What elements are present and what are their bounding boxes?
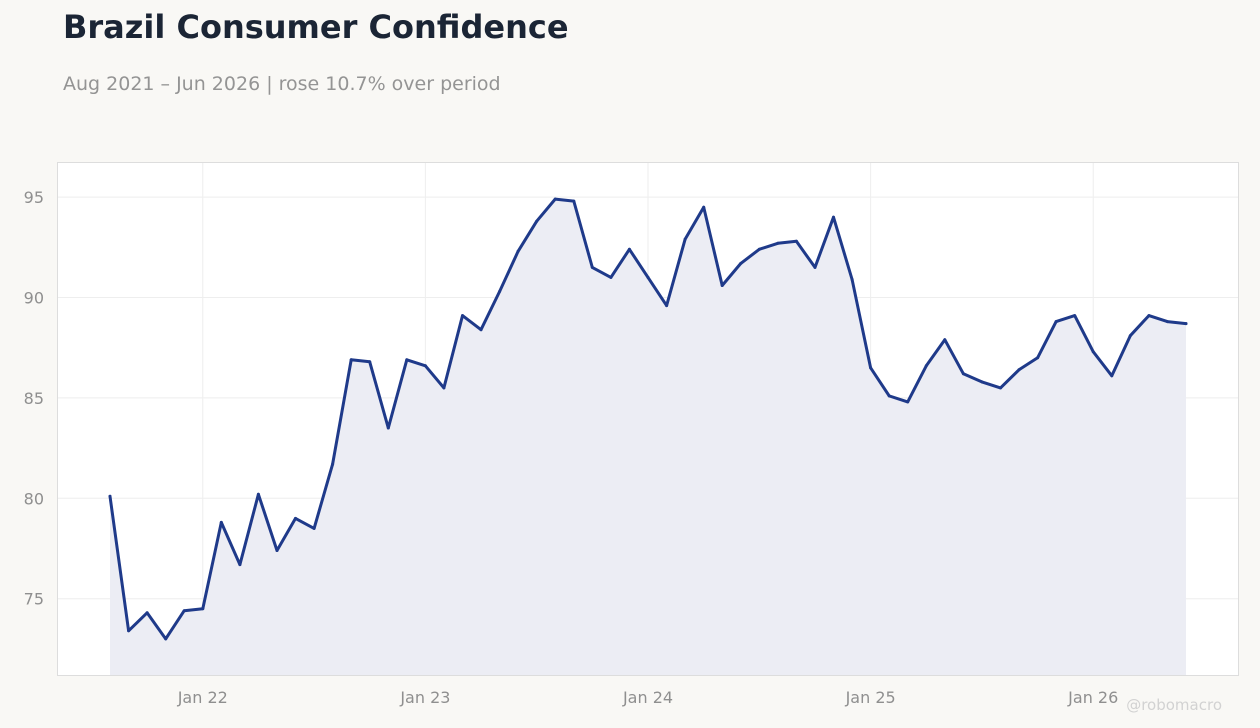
data-point bbox=[331, 462, 335, 466]
data-point bbox=[294, 516, 297, 520]
y-tick-label: 75 bbox=[24, 590, 44, 609]
y-axis: 75 80 85 90 95 bbox=[24, 188, 44, 609]
data-point bbox=[275, 549, 279, 552]
data-point bbox=[999, 386, 1002, 390]
data-point bbox=[776, 241, 780, 245]
data-point bbox=[702, 205, 706, 209]
data-point bbox=[832, 215, 835, 219]
data-point bbox=[1165, 320, 1169, 324]
data-point bbox=[553, 197, 557, 201]
data-point bbox=[739, 261, 743, 265]
y-tick-label: 80 bbox=[24, 489, 44, 508]
data-point bbox=[924, 364, 928, 368]
data-point bbox=[442, 386, 446, 390]
y-tick-label: 95 bbox=[24, 188, 44, 207]
data-point bbox=[683, 237, 687, 241]
data-point bbox=[219, 520, 223, 524]
data-point bbox=[201, 607, 205, 611]
data-point bbox=[646, 275, 650, 279]
data-point bbox=[572, 199, 576, 203]
x-tick-label: Jan 25 bbox=[845, 688, 896, 707]
data-point bbox=[627, 247, 631, 251]
data-point bbox=[386, 426, 390, 430]
data-point bbox=[813, 265, 817, 269]
data-point bbox=[1184, 322, 1188, 326]
data-point bbox=[943, 338, 947, 342]
data-point bbox=[405, 358, 409, 362]
data-points bbox=[108, 197, 1188, 641]
area-fill bbox=[110, 199, 1186, 675]
data-point bbox=[349, 358, 353, 362]
data-point bbox=[887, 394, 891, 398]
x-tick-label: Jan 22 bbox=[177, 688, 228, 707]
data-point bbox=[127, 629, 131, 633]
data-point bbox=[869, 366, 873, 370]
y-tick-label: 90 bbox=[24, 289, 44, 308]
data-point bbox=[238, 563, 242, 567]
data-point bbox=[423, 364, 427, 368]
data-point bbox=[906, 400, 910, 404]
data-point bbox=[108, 494, 112, 498]
data-point bbox=[368, 360, 372, 364]
data-point bbox=[145, 611, 149, 615]
data-point bbox=[256, 492, 260, 496]
data-point bbox=[590, 265, 594, 269]
data-point bbox=[479, 328, 483, 332]
data-point bbox=[1147, 314, 1151, 318]
data-point bbox=[461, 314, 464, 318]
data-point bbox=[1091, 350, 1095, 354]
data-point bbox=[516, 249, 520, 253]
data-point bbox=[1054, 320, 1058, 324]
x-tick-label: Jan 23 bbox=[399, 688, 450, 707]
data-point bbox=[757, 247, 761, 251]
data-point bbox=[535, 219, 539, 223]
data-point bbox=[980, 380, 984, 384]
x-axis: Jan 22 Jan 23 Jan 24 Jan 25 Jan 26 bbox=[177, 688, 1119, 707]
data-point bbox=[1128, 334, 1132, 338]
chart-subtitle: Aug 2021 – Jun 2026 | rose 10.7% over pe… bbox=[63, 73, 501, 95]
data-point bbox=[665, 304, 669, 308]
data-point bbox=[312, 526, 316, 530]
data-point bbox=[850, 278, 854, 281]
data-point bbox=[794, 239, 798, 243]
data-point bbox=[1110, 374, 1114, 378]
watermark: @robomacro bbox=[1126, 696, 1222, 714]
data-point bbox=[1036, 356, 1040, 360]
data-point bbox=[1073, 314, 1077, 318]
data-point bbox=[182, 609, 186, 613]
data-point bbox=[1017, 368, 1021, 372]
data-point bbox=[498, 290, 502, 293]
y-tick-label: 85 bbox=[24, 389, 44, 408]
chart-title: Brazil Consumer Confidence bbox=[63, 8, 569, 46]
x-tick-label: Jan 24 bbox=[622, 688, 673, 707]
data-point bbox=[164, 637, 168, 641]
data-point bbox=[720, 284, 724, 287]
data-point bbox=[961, 372, 965, 376]
data-point bbox=[609, 275, 613, 279]
x-tick-label: Jan 26 bbox=[1067, 688, 1118, 707]
